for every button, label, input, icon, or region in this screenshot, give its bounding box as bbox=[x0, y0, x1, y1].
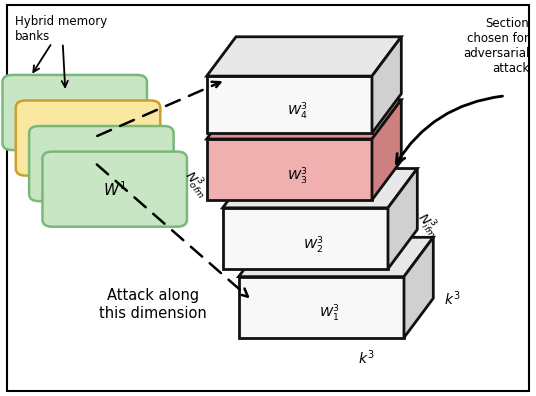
Polygon shape bbox=[207, 100, 401, 139]
Polygon shape bbox=[222, 169, 418, 208]
Polygon shape bbox=[239, 277, 404, 338]
Polygon shape bbox=[207, 139, 372, 200]
Text: $W_2^3$: $W_2^3$ bbox=[303, 236, 324, 256]
Polygon shape bbox=[222, 208, 388, 269]
Text: Hybrid memory
banks: Hybrid memory banks bbox=[14, 15, 107, 43]
Text: $W_3^3$: $W_3^3$ bbox=[287, 167, 308, 187]
Text: $W_4^3$: $W_4^3$ bbox=[287, 101, 308, 122]
Text: Attack along
this dimension: Attack along this dimension bbox=[100, 288, 207, 321]
Polygon shape bbox=[388, 169, 418, 269]
Text: $W^3$: $W^3$ bbox=[76, 129, 100, 147]
Text: $W_1^3$: $W_1^3$ bbox=[319, 305, 340, 324]
Text: $W^1$: $W^1$ bbox=[103, 180, 126, 198]
Polygon shape bbox=[372, 37, 401, 133]
Polygon shape bbox=[207, 37, 401, 76]
FancyBboxPatch shape bbox=[42, 152, 187, 227]
FancyBboxPatch shape bbox=[16, 101, 160, 175]
FancyBboxPatch shape bbox=[3, 75, 147, 150]
Polygon shape bbox=[207, 76, 372, 133]
Text: $k^3$: $k^3$ bbox=[444, 289, 460, 308]
Text: $N^3_{ofm}$: $N^3_{ofm}$ bbox=[179, 166, 213, 202]
Text: $k^3$: $k^3$ bbox=[359, 348, 375, 367]
Polygon shape bbox=[239, 237, 433, 277]
Polygon shape bbox=[7, 5, 529, 391]
Text: $W^2$: $W^2$ bbox=[90, 154, 113, 173]
Polygon shape bbox=[372, 100, 401, 200]
Text: $W^4$: $W^4$ bbox=[63, 103, 87, 122]
Polygon shape bbox=[404, 237, 433, 338]
FancyBboxPatch shape bbox=[29, 126, 174, 201]
Text: $N^3_{ifm}$: $N^3_{ifm}$ bbox=[412, 209, 444, 242]
Text: Section
chosen for
adversarial
attack: Section chosen for adversarial attack bbox=[463, 17, 529, 75]
